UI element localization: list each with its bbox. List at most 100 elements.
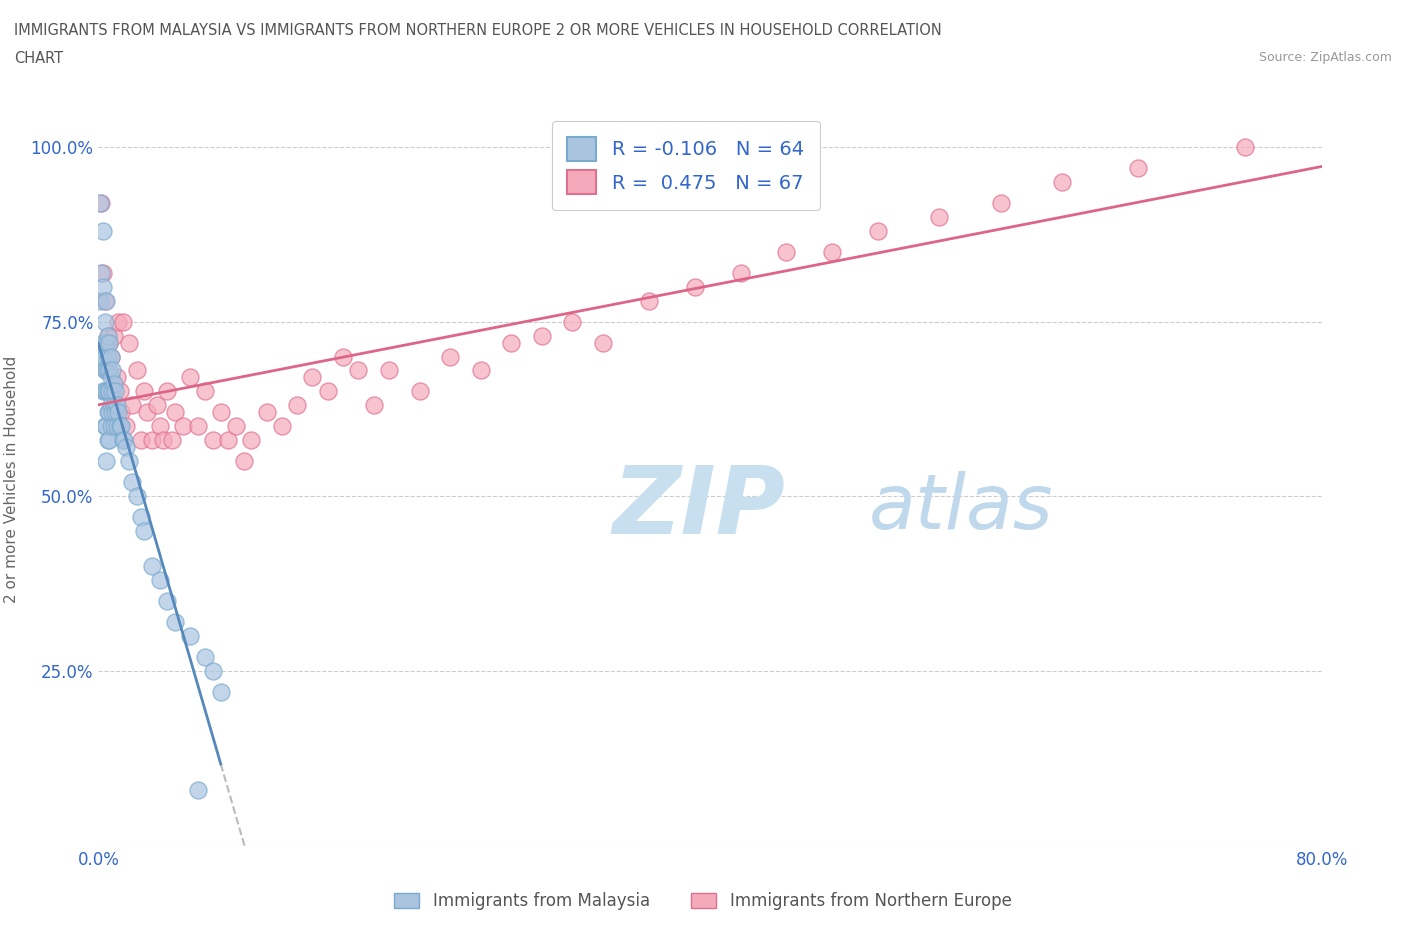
Point bbox=[112, 433, 135, 448]
Point bbox=[100, 349, 122, 364]
Point bbox=[194, 650, 217, 665]
Point bbox=[105, 419, 128, 434]
Point bbox=[332, 349, 354, 364]
Point bbox=[928, 209, 950, 224]
Point bbox=[93, 314, 115, 329]
Point bbox=[136, 405, 159, 420]
Point bbox=[156, 384, 179, 399]
Point bbox=[152, 433, 174, 448]
Point bbox=[103, 419, 125, 434]
Point bbox=[101, 405, 124, 420]
Point bbox=[202, 433, 225, 448]
Point bbox=[125, 489, 148, 504]
Point bbox=[530, 328, 553, 343]
Point bbox=[145, 398, 167, 413]
Point bbox=[100, 349, 122, 364]
Point bbox=[115, 419, 138, 434]
Point bbox=[101, 384, 124, 399]
Point bbox=[225, 419, 247, 434]
Point bbox=[93, 363, 115, 378]
Point bbox=[97, 433, 120, 448]
Point bbox=[98, 384, 121, 399]
Point bbox=[94, 363, 117, 378]
Point bbox=[111, 433, 134, 448]
Point bbox=[107, 405, 129, 420]
Point bbox=[232, 454, 254, 469]
Point bbox=[592, 335, 614, 350]
Point bbox=[100, 419, 122, 434]
Point bbox=[97, 349, 120, 364]
Point bbox=[1128, 160, 1150, 175]
Point bbox=[990, 195, 1012, 210]
Point bbox=[129, 510, 152, 525]
Legend: R = -0.106   N = 64, R =  0.475   N = 67: R = -0.106 N = 64, R = 0.475 N = 67 bbox=[551, 121, 820, 209]
Point bbox=[141, 433, 163, 448]
Point bbox=[187, 783, 209, 798]
Point bbox=[101, 363, 124, 378]
Point bbox=[217, 433, 239, 448]
Point bbox=[90, 265, 112, 280]
Point bbox=[94, 335, 117, 350]
Point bbox=[90, 195, 112, 210]
Y-axis label: 2 or more Vehicles in Household: 2 or more Vehicles in Household bbox=[4, 355, 20, 603]
Point bbox=[821, 244, 844, 259]
Text: CHART: CHART bbox=[14, 51, 63, 66]
Point bbox=[108, 384, 131, 399]
Point bbox=[163, 615, 186, 630]
Point bbox=[163, 405, 186, 420]
Point bbox=[105, 398, 128, 413]
Point bbox=[187, 419, 209, 434]
Point bbox=[94, 363, 117, 378]
Point bbox=[111, 314, 134, 329]
Point bbox=[97, 328, 120, 343]
Point bbox=[270, 419, 292, 434]
Point bbox=[118, 454, 141, 469]
Point bbox=[408, 384, 430, 399]
Point bbox=[316, 384, 339, 399]
Point bbox=[179, 370, 201, 385]
Point bbox=[1050, 174, 1073, 189]
Point bbox=[149, 573, 172, 588]
Point bbox=[134, 524, 156, 538]
Point bbox=[121, 475, 143, 490]
Point bbox=[683, 279, 706, 294]
Point bbox=[97, 405, 120, 420]
Text: atlas: atlas bbox=[869, 472, 1053, 545]
Point bbox=[561, 314, 583, 329]
Point bbox=[93, 419, 115, 434]
Point bbox=[107, 314, 129, 329]
Point bbox=[240, 433, 263, 448]
Point bbox=[501, 335, 523, 350]
Point bbox=[134, 384, 156, 399]
Point bbox=[209, 684, 232, 699]
Point bbox=[141, 559, 163, 574]
Point bbox=[94, 293, 117, 308]
Point bbox=[100, 398, 122, 413]
Point bbox=[94, 454, 117, 469]
Point bbox=[104, 405, 127, 420]
Point bbox=[101, 384, 124, 399]
Point bbox=[98, 384, 121, 399]
Point bbox=[105, 370, 128, 385]
Point bbox=[103, 398, 125, 413]
Point bbox=[97, 363, 120, 378]
Point bbox=[209, 405, 232, 420]
Point bbox=[637, 293, 661, 308]
Point bbox=[202, 664, 225, 679]
Point bbox=[98, 335, 121, 350]
Point bbox=[104, 384, 127, 399]
Point bbox=[98, 363, 121, 378]
Point bbox=[100, 370, 122, 385]
Point bbox=[103, 328, 125, 343]
Point bbox=[439, 349, 461, 364]
Point bbox=[97, 384, 120, 399]
Point bbox=[98, 405, 121, 420]
Text: ZIP: ZIP bbox=[612, 462, 785, 554]
Point bbox=[110, 405, 132, 420]
Text: Source: ZipAtlas.com: Source: ZipAtlas.com bbox=[1258, 51, 1392, 64]
Point bbox=[160, 433, 183, 448]
Point bbox=[470, 363, 492, 378]
Point bbox=[93, 349, 115, 364]
Point bbox=[347, 363, 370, 378]
Point bbox=[91, 223, 114, 238]
